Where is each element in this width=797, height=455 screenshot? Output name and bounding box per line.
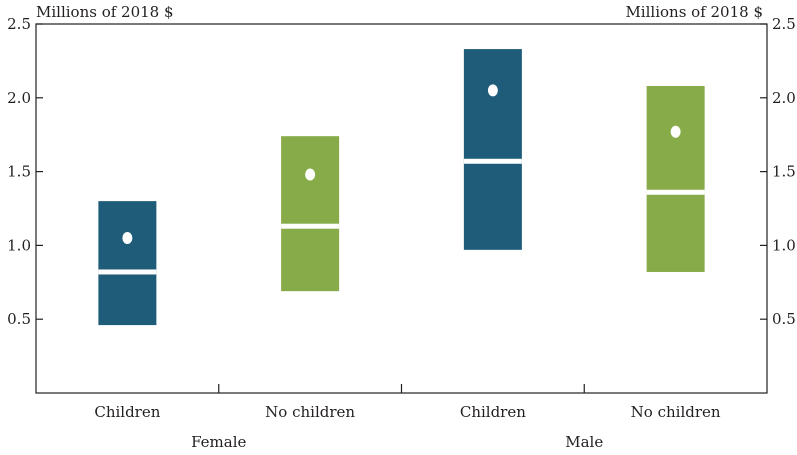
y-tick-label-left: 2.0 [7, 89, 31, 107]
y-tick-label-right: 1.5 [772, 163, 796, 181]
median-line [98, 269, 157, 275]
y-unit-label-right: Millions of 2018 $ [625, 3, 763, 21]
y-tick-label-right: 1.0 [772, 236, 796, 254]
median-line [646, 189, 705, 195]
y-unit-label-left: Millions of 2018 $ [36, 3, 174, 21]
y-tick-label-left: 2.5 [7, 15, 31, 33]
group-label: Female [191, 433, 246, 451]
y-axis-left: 0.5 1.0 1.5 2.0 2.5 [7, 15, 43, 328]
mean-marker [670, 125, 681, 138]
category-labels: Children No children Children No children [94, 403, 721, 421]
category-label: No children [631, 403, 721, 421]
y-tick-label-left: 0.5 [7, 310, 31, 328]
range-box [98, 201, 157, 326]
category-label: Children [460, 403, 526, 421]
median-line [463, 158, 522, 164]
y-tick-label-left: 1.0 [7, 236, 31, 254]
group-labels: Female Male [191, 433, 603, 451]
y-tick-label-right: 0.5 [772, 310, 796, 328]
y-tick-label-left: 1.5 [7, 163, 31, 181]
group-label: Male [565, 433, 603, 451]
range-box [646, 85, 705, 272]
range-box [463, 49, 522, 250]
mean-marker [305, 168, 316, 181]
x-axis [218, 384, 585, 393]
y-tick-label-right: 2.0 [772, 89, 796, 107]
y-axis-right: 0.5 1.0 1.5 2.0 2.5 [760, 15, 796, 328]
mean-marker [487, 84, 498, 97]
category-label: No children [265, 403, 355, 421]
median-line [281, 223, 340, 229]
boxes-layer [98, 49, 705, 326]
range-box [281, 136, 340, 292]
mean-marker [122, 232, 133, 245]
category-label: Children [94, 403, 160, 421]
y-tick-label-right: 2.5 [772, 15, 796, 33]
